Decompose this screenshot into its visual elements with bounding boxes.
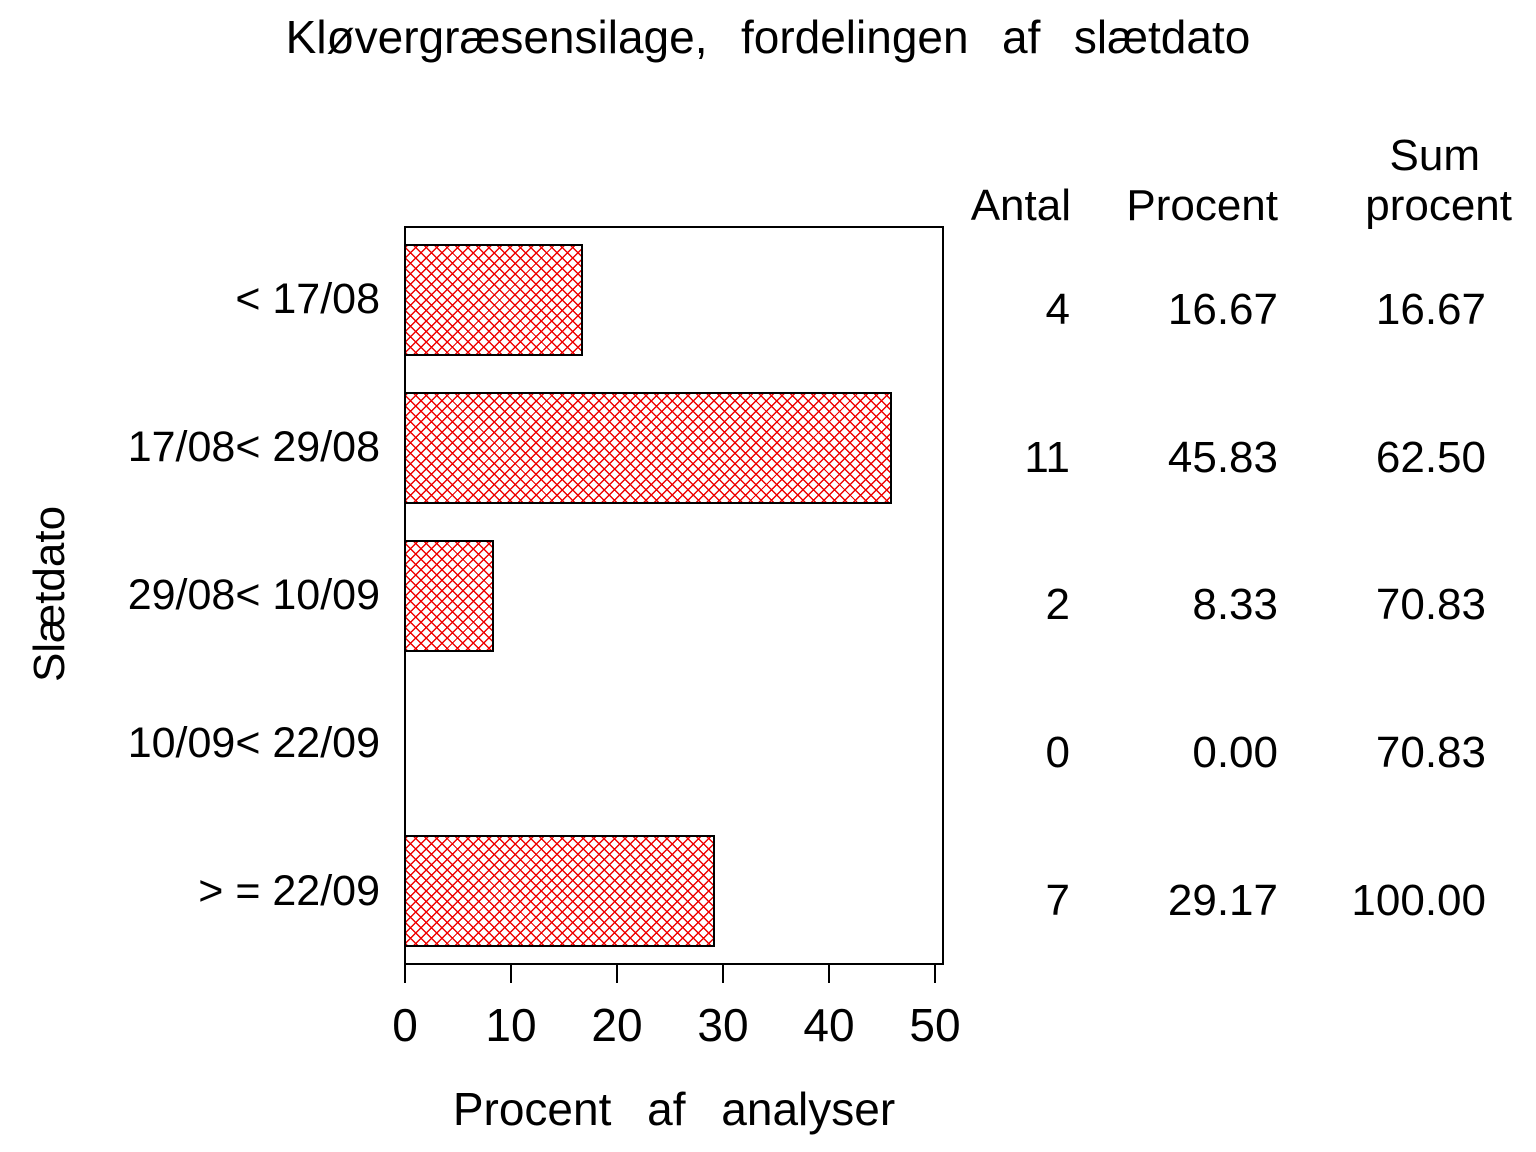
category-label: 29/08< 10/09 (127, 570, 380, 619)
table-row: 7 29.17 100.00 (948, 827, 1488, 975)
table-cell: 45.83 (1167, 432, 1278, 482)
table-cell: 11 (1024, 432, 1070, 482)
table-header-1: Procent (1126, 181, 1278, 230)
table-cell: 100.00 (1351, 876, 1486, 926)
table-row: 2 8.33 70.83 (948, 532, 1488, 680)
table-cell: 8.33 (1192, 580, 1278, 630)
x-tick-label: 30 (697, 999, 749, 1051)
category-label: > = 22/09 (198, 866, 380, 915)
table-row: 11 45.83 62.50 (948, 384, 1488, 532)
plot-area (404, 226, 944, 965)
table-cell: 70.83 (1375, 728, 1486, 778)
table-cell: 0.00 (1192, 728, 1278, 778)
table-cell: 29.17 (1167, 876, 1278, 926)
table-header-0: Antal (970, 181, 1071, 230)
x-axis-title: Procent af analyser (452, 1083, 896, 1135)
x-tick (510, 965, 512, 983)
table-header-2: procent (1365, 181, 1512, 230)
bar (404, 243, 583, 356)
chart-title: Kløvergræsensilage, fordelingen af slætd… (285, 11, 1251, 63)
category-label: < 17/08 (235, 275, 380, 324)
category-label: 17/08< 29/08 (127, 423, 380, 472)
table-cell: 62.50 (1375, 432, 1486, 482)
x-tick (934, 965, 936, 983)
x-tick-label: 20 (591, 999, 643, 1051)
table-header-sum: Sum (1389, 131, 1480, 180)
table-cell: 16.67 (1167, 284, 1278, 334)
bar (404, 835, 716, 948)
x-tick (404, 965, 406, 983)
table-row: 4 16.67 16.67 (948, 236, 1488, 384)
category-label: 10/09< 22/09 (127, 718, 380, 767)
x-tick-label: 40 (803, 999, 855, 1051)
table-cell: 16.67 (1375, 284, 1486, 334)
x-tick (616, 965, 618, 983)
x-tick-label: 0 (392, 999, 418, 1051)
table-cell: 0 (1045, 728, 1070, 778)
table-cell: 2 (1045, 580, 1070, 630)
x-tick (722, 965, 724, 983)
x-tick-label: 50 (909, 999, 961, 1051)
x-tick (828, 965, 830, 983)
table-cell: 70.83 (1375, 580, 1486, 630)
table-cell: 4 (1045, 284, 1070, 334)
x-tick-label: 10 (485, 999, 537, 1051)
table-cell: 7 (1045, 876, 1070, 926)
bar (404, 539, 495, 652)
bar (404, 391, 892, 504)
table-row: 0 0.00 70.83 (948, 679, 1488, 827)
